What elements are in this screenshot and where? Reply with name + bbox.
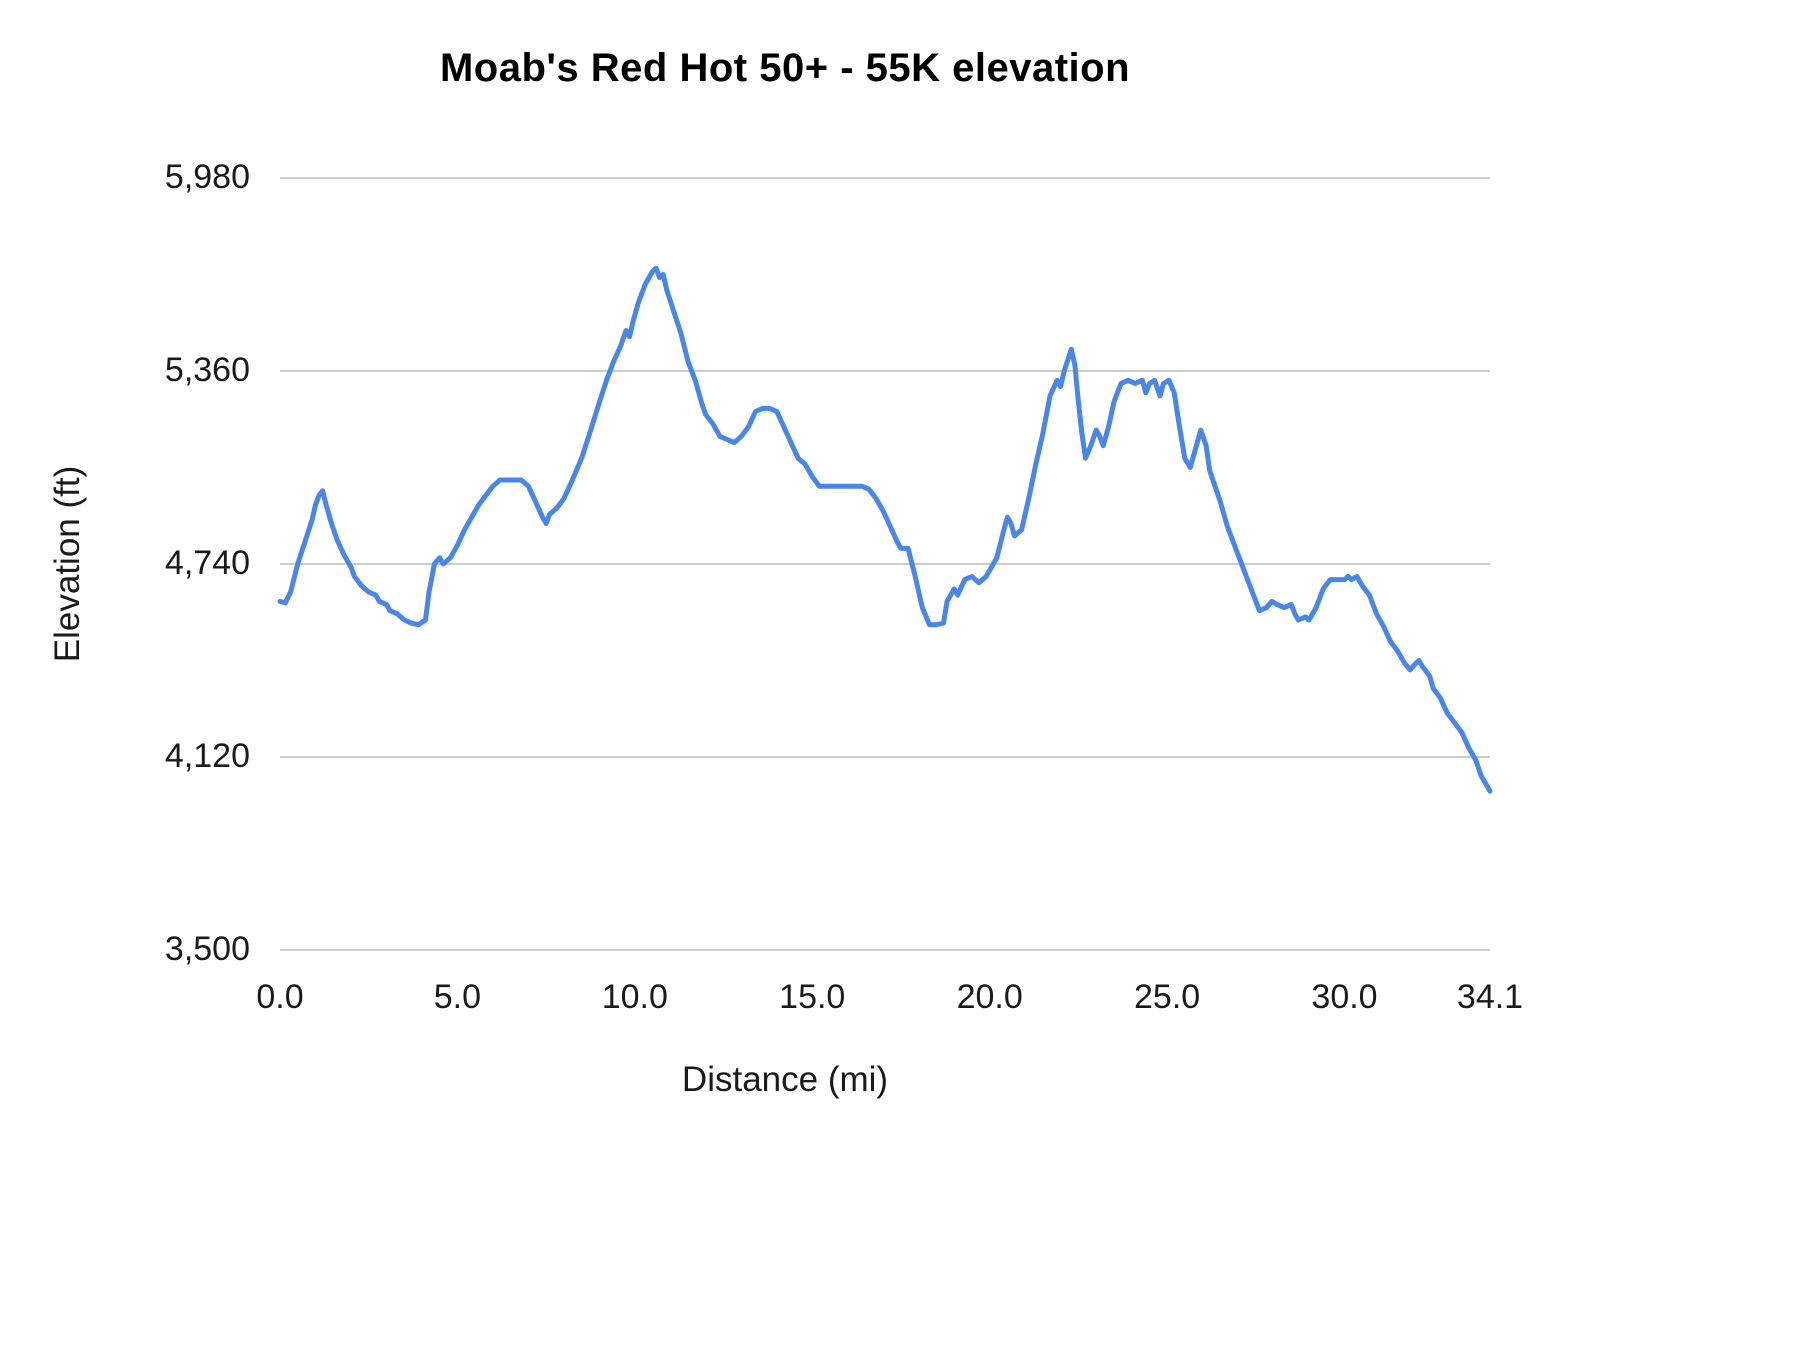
y-tick-label: 4,740 [164,544,250,582]
x-tick-label: 25.0 [1134,978,1201,1016]
y-tick-label: 3,500 [164,930,250,968]
elevation-line [277,265,1493,794]
x-tick-label: 30.0 [1311,978,1378,1016]
chart-svg [277,177,1493,951]
x-axis-title: Distance (mi) [681,1060,889,1099]
x-tick-label: 5.0 [433,978,482,1016]
x-tick-label: 20.0 [956,978,1023,1016]
x-tick-label: 15.0 [779,978,846,1016]
y-tick-label: 5,980 [164,158,250,196]
y-tick-label: 4,120 [164,737,250,775]
x-tick-label: 34.1 [1456,978,1524,1016]
plot-area [277,177,1493,951]
x-tick-label: 0.0 [256,978,304,1016]
x-tick-label: 10.0 [601,978,668,1016]
chart-title: Moab's Red Hot 50+ - 55K elevation [439,46,1131,90]
y-tick-label: 5,360 [164,351,250,389]
